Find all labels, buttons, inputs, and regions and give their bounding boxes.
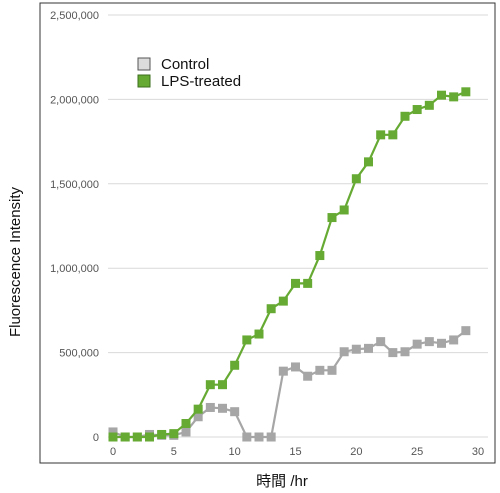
data-point <box>278 296 288 306</box>
data-point <box>339 205 349 215</box>
data-point <box>157 429 167 439</box>
data-point <box>339 347 349 357</box>
legend-label: LPS-treated <box>161 73 241 90</box>
data-point <box>424 100 434 110</box>
data-point <box>291 278 300 288</box>
data-point <box>120 432 130 442</box>
data-point <box>400 347 410 357</box>
x-tick-label: 0 <box>110 446 116 458</box>
legend-label: Control <box>161 56 209 73</box>
data-point <box>266 432 276 442</box>
y-axis-title: Fluorescence Intensity <box>7 186 24 337</box>
data-point <box>181 427 191 437</box>
data-point <box>449 92 459 102</box>
y-tick-label: 2,000,000 <box>50 94 99 106</box>
data-point <box>291 362 300 372</box>
data-point <box>169 429 179 439</box>
chart-frame <box>39 2 496 464</box>
data-point <box>230 360 240 370</box>
data-point <box>230 407 240 417</box>
data-point <box>461 326 471 336</box>
data-point <box>461 87 471 97</box>
data-point <box>205 380 215 390</box>
data-point <box>193 404 203 414</box>
data-point <box>388 348 398 358</box>
data-point <box>145 432 154 442</box>
y-tick-label: 500,000 <box>59 348 99 360</box>
data-point <box>108 432 118 442</box>
data-point <box>437 90 446 100</box>
data-point <box>218 380 227 390</box>
y-tick-label: 1,500,000 <box>50 179 99 191</box>
data-point <box>242 335 252 345</box>
data-point <box>205 402 215 412</box>
x-tick-label: 30 <box>472 446 484 458</box>
data-point <box>315 251 325 261</box>
data-point <box>412 105 422 115</box>
data-point <box>315 365 325 375</box>
data-point <box>132 432 142 442</box>
y-tick-label: 2,500,000 <box>50 10 99 22</box>
x-tick-label: 5 <box>171 446 177 458</box>
x-tick-label: 20 <box>350 446 362 458</box>
x-tick-label: 15 <box>289 446 301 458</box>
data-point <box>364 157 373 167</box>
data-point <box>266 304 276 314</box>
data-point <box>376 337 386 347</box>
y-tick-label: 1,000,000 <box>50 263 99 275</box>
legend-swatch <box>137 57 151 71</box>
data-point <box>181 418 191 428</box>
data-point <box>388 130 398 140</box>
data-point <box>218 403 227 413</box>
gridlines <box>108 14 488 438</box>
x-tick-label: 25 <box>411 446 423 458</box>
data-point <box>412 339 422 349</box>
data-point <box>424 337 434 347</box>
data-point <box>303 371 313 381</box>
data-point <box>437 338 446 348</box>
data-point <box>278 366 288 376</box>
data-point <box>351 344 361 354</box>
series-lps-treated <box>108 87 471 442</box>
data-point <box>364 343 373 353</box>
y-tick-label: 0 <box>93 432 99 444</box>
data-point <box>327 365 337 375</box>
data-point <box>376 130 386 140</box>
y-tick-labels: 0 500,000 1,000,000 1,500,000 2,000,000 2,500… <box>50 10 99 444</box>
series-group <box>108 87 471 442</box>
data-point <box>254 432 264 442</box>
data-point <box>193 412 203 422</box>
x-tick-labels: 0 5 10 15 20 25 30 <box>110 446 484 458</box>
x-tick-label: 10 <box>229 446 241 458</box>
data-point <box>449 335 459 345</box>
data-point <box>303 278 313 288</box>
data-point <box>254 329 264 339</box>
data-point <box>108 427 118 437</box>
data-point <box>242 432 252 442</box>
x-axis-title: 時間 /hr <box>256 473 308 490</box>
legend-swatch <box>137 74 151 88</box>
data-point <box>400 111 410 121</box>
data-point <box>327 213 337 223</box>
data-point <box>351 174 361 184</box>
